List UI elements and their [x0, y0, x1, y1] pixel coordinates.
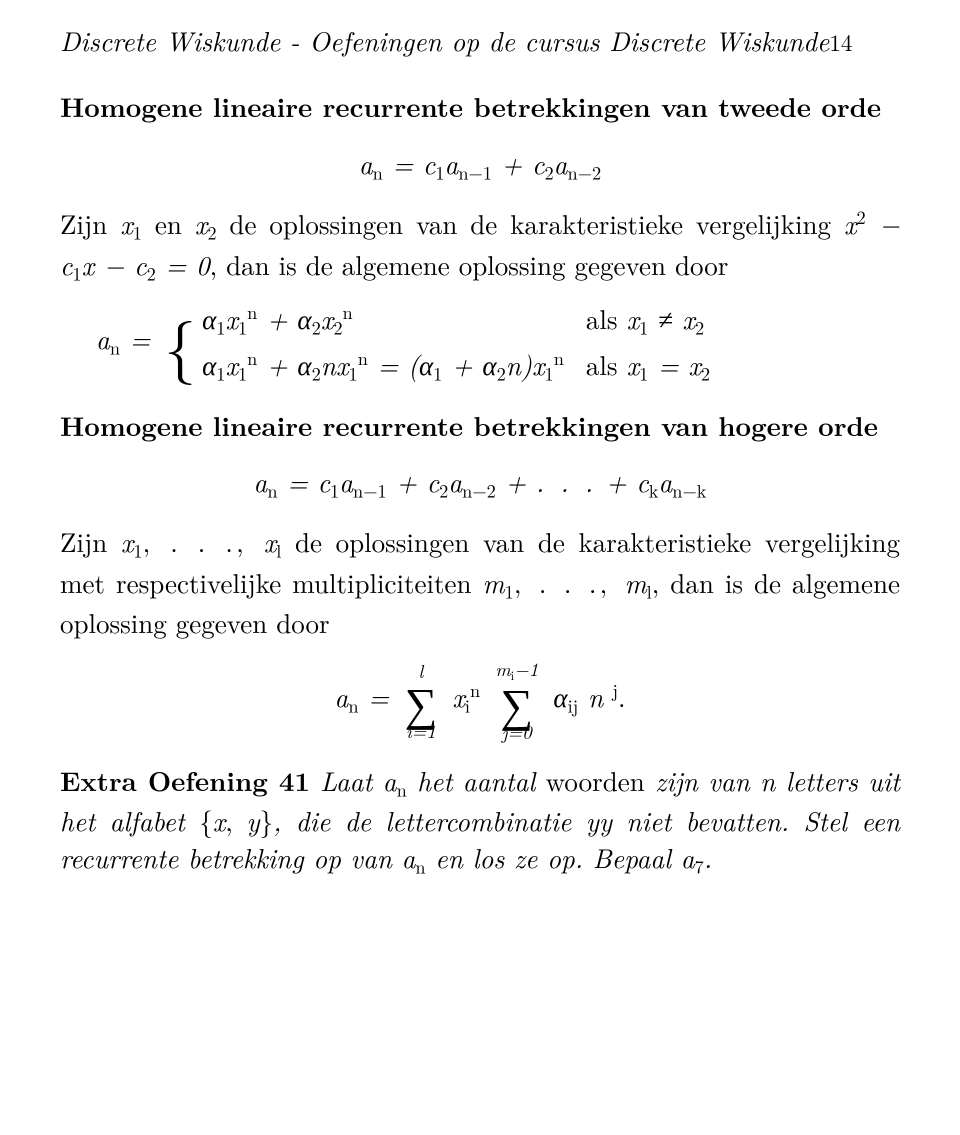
alphabet-set: {x, y}: [199, 801, 273, 839]
t: .: [704, 838, 712, 876]
equation-general-solution: an = l ∑ i=1 xin mi−1 ∑ j=0 αij n j.: [60, 660, 900, 742]
t: Laat: [310, 761, 383, 799]
t: en los ze op. Bepaal: [426, 838, 681, 876]
case1-cond: als x1 ≠ x2: [586, 300, 710, 340]
word-woorden: woorden: [546, 761, 645, 799]
equation-second-order-recurrence: an = c1an−1 + c2an−2: [60, 145, 900, 185]
case1-expr: α1x1n + α2x2n: [202, 300, 564, 340]
section-title-higher-order: Homogene lineaire recurrente betrekkinge…: [60, 407, 900, 443]
eq1-body: an = c1an−1 + c2an−2: [359, 144, 601, 182]
sum-period: .: [618, 677, 626, 715]
pattern-yy: yy: [586, 801, 612, 839]
var-n: n: [760, 761, 775, 799]
equation-cases: an = { α1x1n + α2x2n als x1 ≠ x2 α1x1n +…: [96, 300, 900, 387]
case2-expr: α1x1n + α2nx1n = (α1 + α2n)x1n: [202, 346, 564, 386]
var-x1: x1: [120, 204, 142, 242]
var-m1: m1: [483, 563, 514, 601]
sum-outer-lower: i=1: [406, 722, 436, 741]
exercise-41: Extra Oefening 41 Laat an het aantal woo…: [60, 762, 900, 879]
var-ml: ml: [625, 563, 652, 601]
t: het aantal: [407, 761, 546, 799]
var-an: an: [383, 761, 407, 799]
text: Zijn: [60, 522, 121, 560]
text: , dan is de algemene oplossing gegeven d…: [210, 245, 729, 283]
case2-cond: als x1 = x2: [586, 346, 710, 386]
var-a7: a7: [681, 838, 704, 876]
para-characteristic-eq: Zijn x1 en x2 de oplossingen van de kara…: [60, 205, 900, 286]
cases-grid: α1x1n + α2x2n als x1 ≠ x2 α1x1n + α2nx1n…: [202, 300, 710, 387]
sum-outer-body: xin: [452, 677, 480, 715]
eq2-body: an = c1an−1 + c2an−2 + . . . + ckan−k: [254, 462, 707, 500]
text: de oplossingen van de karakteristieke ve…: [217, 204, 844, 242]
text: , . . .,: [514, 563, 625, 601]
cases-lhs: an =: [96, 319, 160, 357]
text: en: [142, 204, 195, 242]
sum-inner-body: αij n j: [553, 677, 618, 715]
sigma-icon: ∑: [500, 682, 533, 723]
sigma-icon: ∑: [405, 681, 438, 722]
text: , . . .,: [143, 522, 264, 560]
exercise-label: Extra Oefening 41: [60, 760, 310, 799]
var-an2: an: [402, 838, 426, 876]
header-title: Discrete Wiskunde - Oefeningen op de cur…: [60, 21, 829, 59]
text: Zijn: [60, 204, 120, 242]
var-xl: xl: [264, 522, 282, 560]
page: Discrete Wiskunde - Oefeningen op de cur…: [0, 0, 960, 1135]
sum-inner: mi−1 ∑ j=0: [495, 660, 538, 742]
sum-inner-lower: j=0: [502, 723, 532, 742]
var-x1b: x1: [121, 522, 143, 560]
page-number: 14: [829, 25, 852, 58]
var-x2: x2: [195, 204, 217, 242]
cases-wrapper: { α1x1n + α2x2n als x1 ≠ x2 α1x1n + α2nx…: [160, 300, 710, 387]
sum-outer: l ∑ i=1: [405, 662, 438, 741]
left-brace-icon: {: [164, 311, 196, 375]
sum-lhs: an =: [335, 677, 399, 715]
para-multiplicities: Zijn x1, . . ., xl de oplossingen van de…: [60, 523, 900, 640]
running-header: Discrete Wiskunde - Oefeningen op de cur…: [60, 22, 900, 58]
equation-higher-order-recurrence: an = c1an−1 + c2an−2 + . . . + ckan−k: [60, 463, 900, 503]
t: zijn van: [645, 761, 760, 799]
t: , die de lettercombinatie: [273, 801, 586, 839]
section-title-second-order: Homogene lineaire recurrente betrekkinge…: [60, 88, 900, 124]
